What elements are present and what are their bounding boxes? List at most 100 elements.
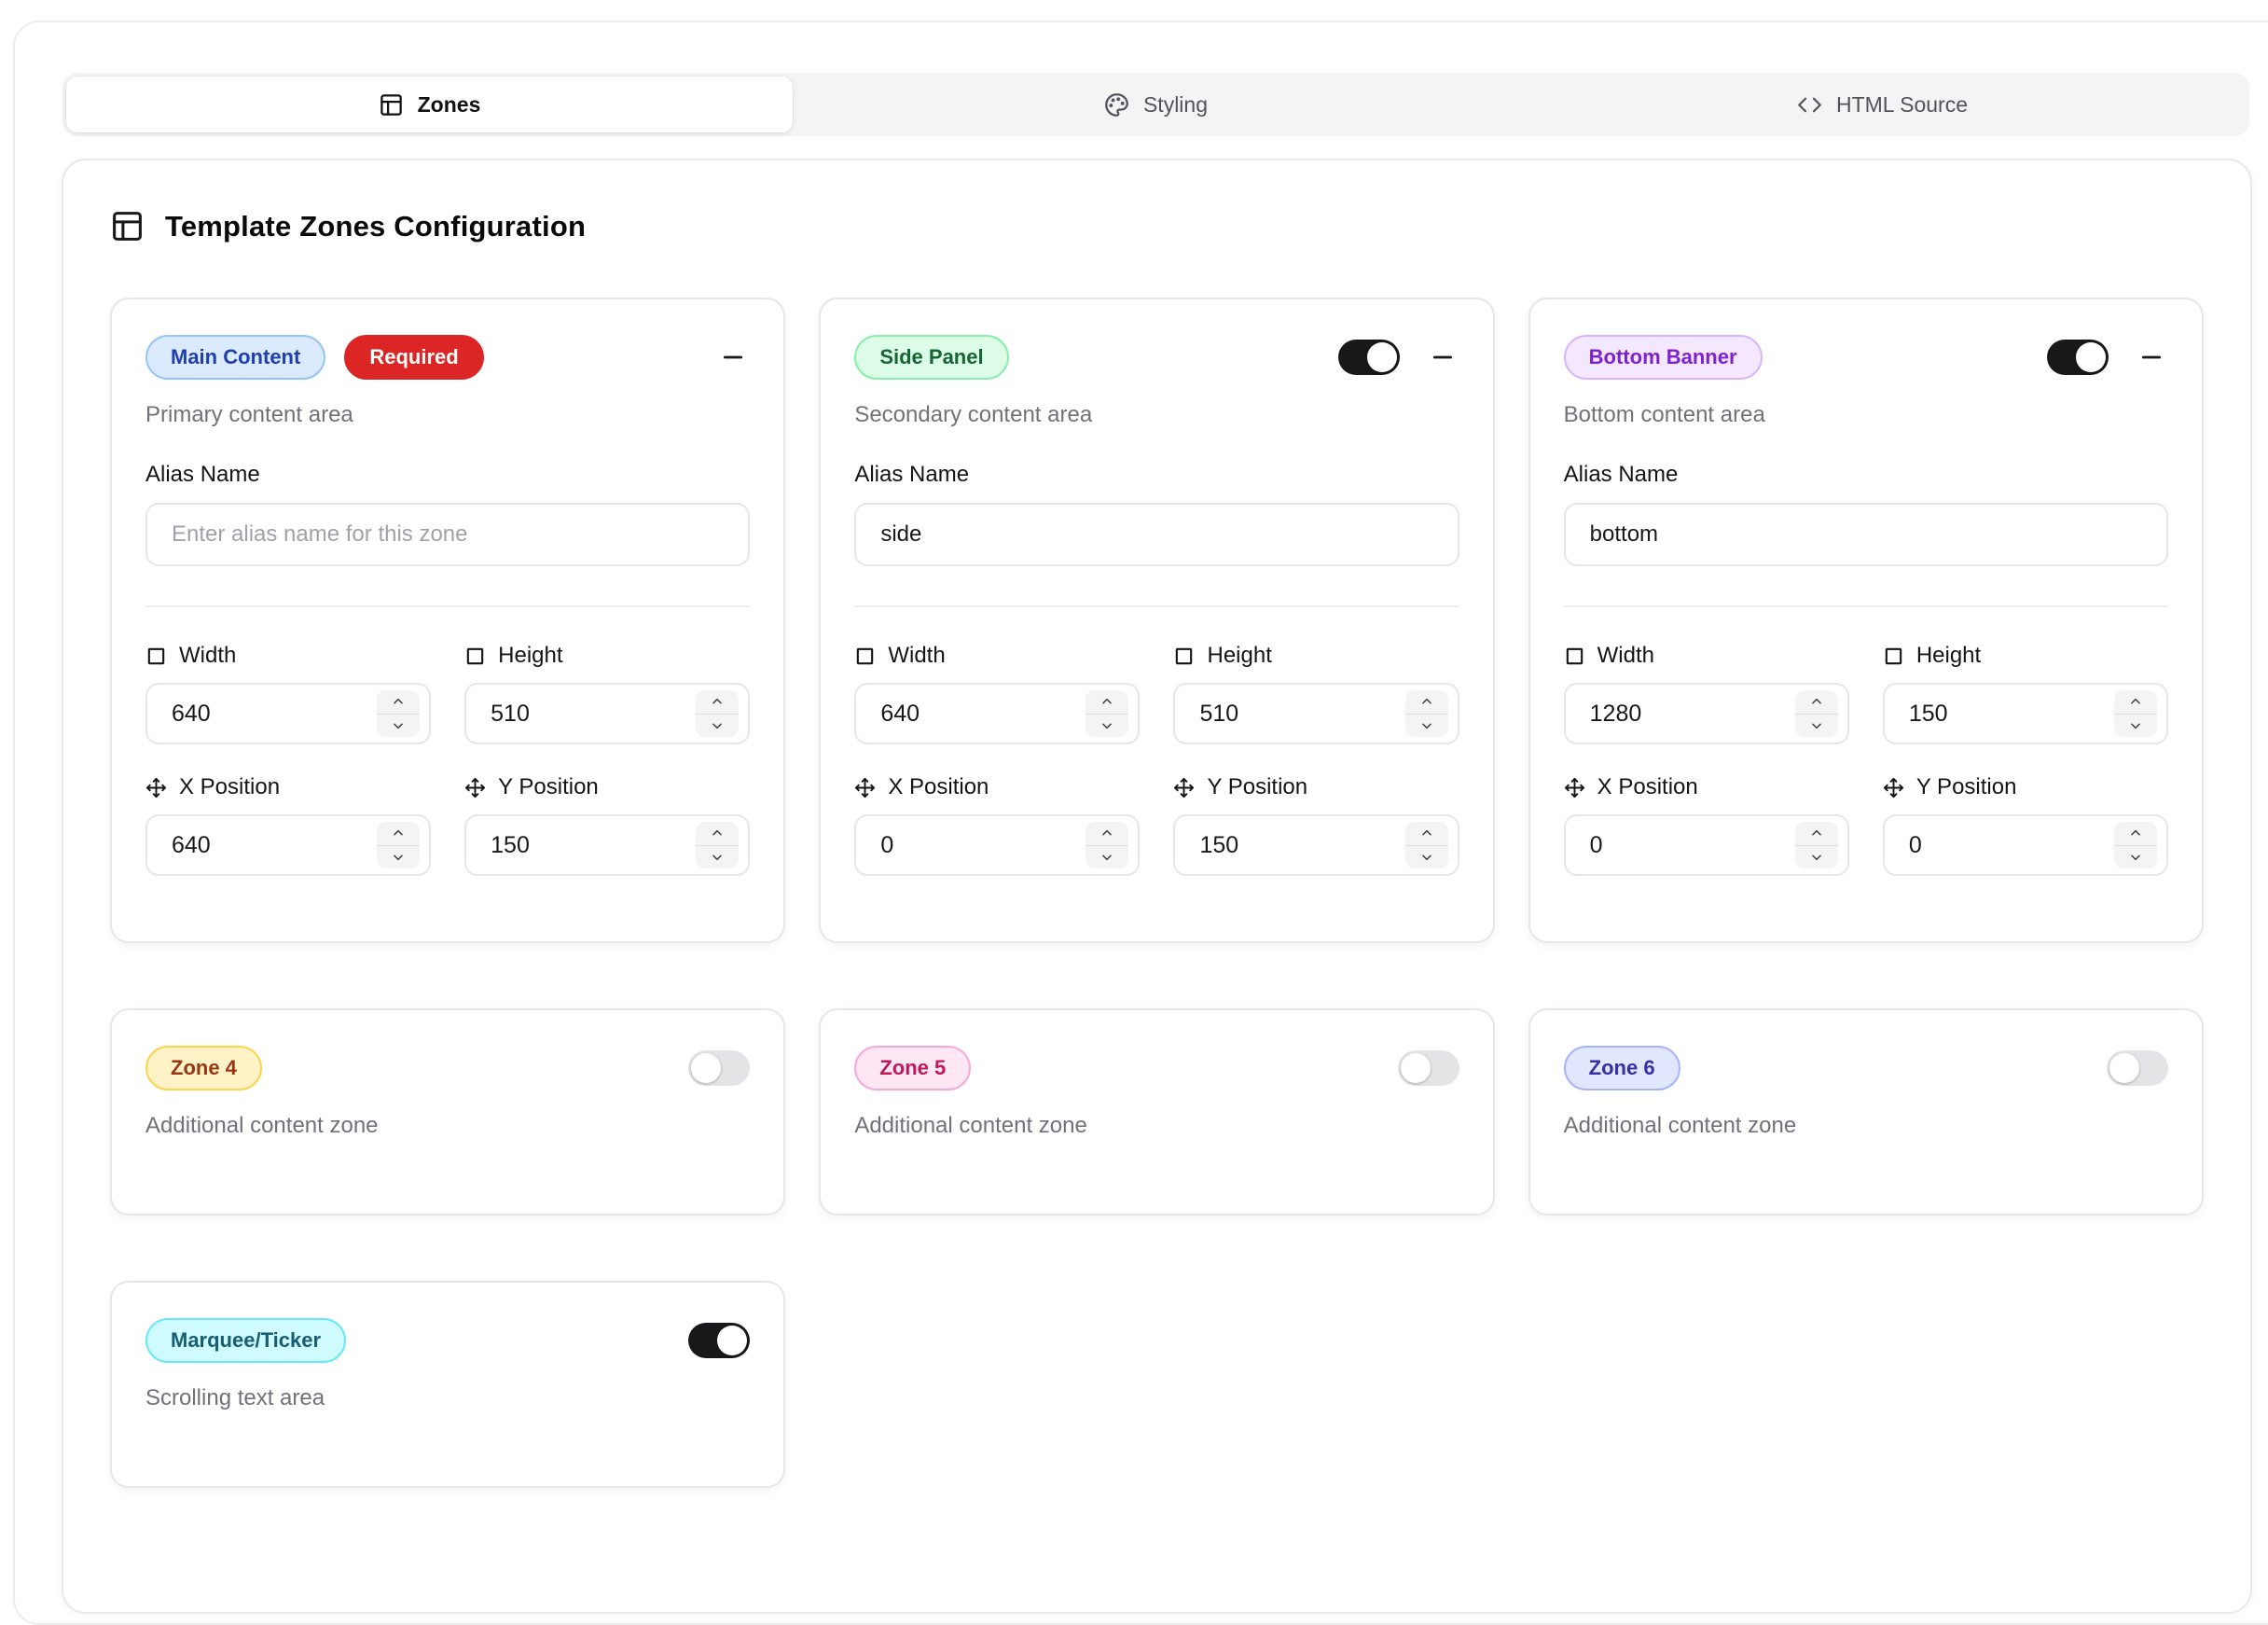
height-stepper[interactable] [1404,690,1448,737]
y-position-label: Y Position [1207,774,1308,799]
chevron-down-icon [2131,854,2140,860]
square-icon [147,647,165,664]
width-label: Width [888,643,946,668]
zone-description: Additional content zone [854,1113,1087,1138]
minus-icon [1432,355,1452,359]
x-position-stepper[interactable] [377,822,421,868]
zone-card-zone-5: Zone 5 Additional content zone [819,1008,1495,1215]
chevron-down-icon [394,854,403,860]
y-position-stepper[interactable] [696,822,740,868]
width-stepper[interactable] [1794,690,1838,737]
zone-card-marquee-ticker: Marquee/Ticker Scrolling text area [110,1281,786,1488]
chevron-up-icon [2131,699,2140,704]
code-icon [1798,97,1821,112]
zone-name-badge: Side Panel [854,335,1009,380]
width-label-row: Width [1564,643,1849,669]
square-icon [857,647,874,664]
chevron-up-icon [1421,830,1431,836]
height-label-row: Height [1173,643,1459,669]
height-label-row: Height [1883,643,2168,669]
chevron-down-icon [1421,854,1431,860]
y-position-label-row: Y Position [464,774,750,800]
move-icon [1564,777,1584,798]
zone-enabled-toggle[interactable] [2106,1050,2168,1086]
chevron-up-icon [394,699,403,704]
zone-card-bottom-banner: Bottom Banner Bottom content area Alias … [1528,298,2204,943]
move-icon [1174,777,1195,798]
alias-input[interactable] [1563,503,2168,566]
square-icon [1176,647,1193,664]
page-container: Zones Styling HTML Source Template Zones… [13,21,2268,1625]
height-label: Height [498,643,563,668]
zone-enabled-toggle[interactable] [2046,340,2109,375]
y-position-label-row: Y Position [1883,774,2168,800]
move-icon [855,777,876,798]
toggle-knob [691,1053,722,1083]
height-stepper[interactable] [2113,690,2157,737]
zone-name-badge: Main Content [145,335,326,380]
width-stepper[interactable] [1086,690,1129,737]
width-stepper[interactable] [377,690,421,737]
zone-name-badge: Bottom Banner [1563,335,1763,380]
chevron-down-icon [1102,723,1113,729]
collapse-zone-button[interactable] [716,340,750,374]
y-position-stepper[interactable] [1404,822,1448,868]
zone-description: Additional content zone [1563,1113,1797,1138]
minus-icon [724,355,743,359]
tab-html-source[interactable]: HTML Source [1519,76,2246,132]
x-position-stepper[interactable] [1086,822,1129,868]
zone-enabled-toggle[interactable] [688,1323,751,1358]
zone-description: Primary content area [145,402,353,427]
y-position-label: Y Position [1915,774,2017,799]
y-position-stepper[interactable] [2113,822,2157,868]
collapse-zone-button[interactable] [1426,340,1459,374]
zone-enabled-toggle[interactable] [1397,1050,1459,1086]
zone-name-badge: Zone 4 [145,1046,262,1090]
tab-zones[interactable]: Zones [66,76,793,132]
move-icon [1883,777,1903,798]
required-badge: Required [344,335,484,380]
chevron-up-icon [1421,699,1431,704]
tab-styling[interactable]: Styling [793,76,1519,132]
divider [1563,605,2168,607]
width-label: Width [1597,643,1655,668]
chevron-down-icon [394,723,403,729]
x-position-label: X Position [1597,774,1698,799]
collapse-zone-button[interactable] [2135,340,2168,374]
zones-grid: Main Content Required Primary content ar… [110,298,2204,1488]
layout-panels-icon [380,93,402,116]
layout-panels-icon [113,212,142,241]
chevron-down-icon [712,854,723,860]
chevron-down-icon [2131,723,2140,729]
alias-input[interactable] [854,503,1459,566]
x-position-label-row: X Position [1564,774,1849,800]
chevron-up-icon [712,830,723,836]
x-position-label-row: X Position [145,774,431,800]
zone-card-zone-4: Zone 4 Additional content zone [110,1008,786,1215]
zone-card-side-panel: Side Panel Secondary content area Alias … [819,298,1495,943]
zone-enabled-toggle[interactable] [688,1050,751,1086]
tab-html-source-label: HTML Source [1835,91,1969,117]
page-title: Template Zones Configuration [165,209,587,243]
x-position-label-row: X Position [854,774,1140,800]
tab-zones-label: Zones [417,91,481,117]
zone-enabled-toggle[interactable] [1337,340,1400,375]
tab-styling-label: Styling [1142,91,1209,117]
y-position-label: Y Position [498,774,599,799]
toggle-knob [2109,1053,2139,1083]
height-stepper[interactable] [696,690,740,737]
chevron-up-icon [394,830,403,836]
zone-description: Scrolling text area [145,1385,325,1410]
chevron-down-icon [1811,723,1821,729]
square-icon [466,647,484,664]
x-position-label: X Position [179,774,281,799]
divider [854,605,1459,607]
palette-icon [1105,92,1128,117]
x-position-label: X Position [888,774,989,799]
width-label: Width [179,643,237,668]
divider [145,605,751,607]
x-position-stepper[interactable] [1794,822,1838,868]
alias-input[interactable] [145,503,751,566]
chevron-down-icon [1421,723,1431,729]
zone-description: Bottom content area [1563,402,1765,427]
